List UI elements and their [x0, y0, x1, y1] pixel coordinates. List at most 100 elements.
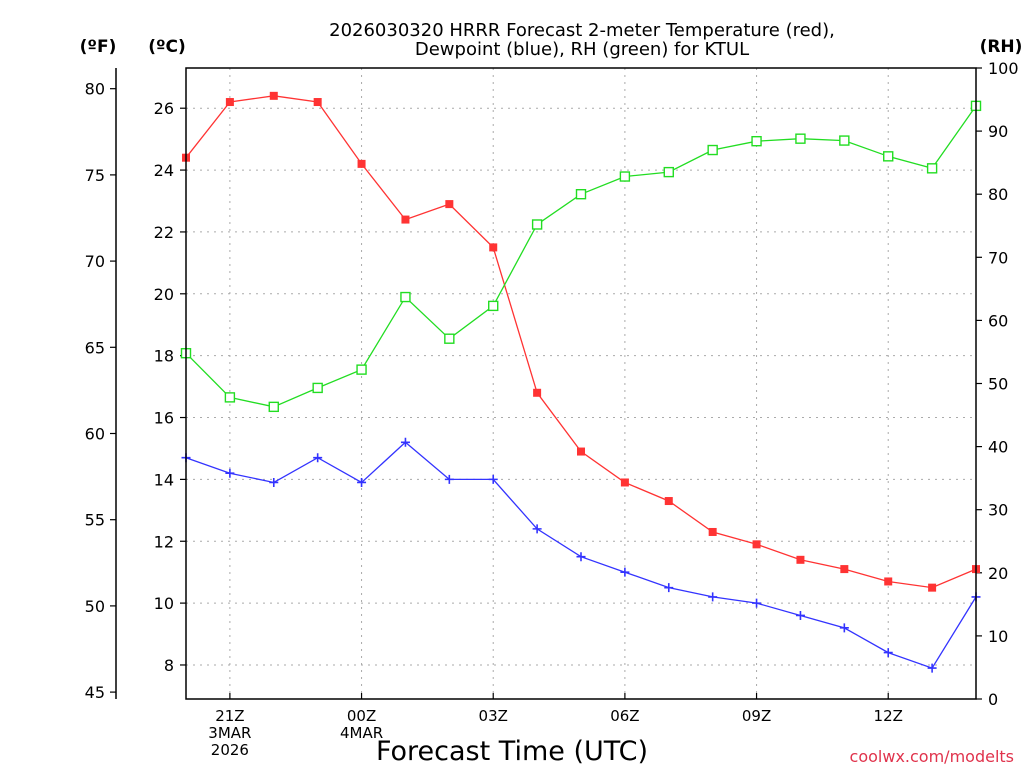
grid-lines — [186, 68, 976, 699]
fahrenheit-tick-label: 55 — [85, 511, 105, 530]
data-point-dewpoint — [752, 598, 762, 608]
fahrenheit-tick-label: 80 — [85, 80, 105, 99]
data-point-rh — [488, 300, 499, 312]
fahrenheit-tick-label: 50 — [85, 597, 105, 616]
data-point-dewpoint — [488, 474, 498, 484]
celsius-tick-label: 16 — [154, 409, 174, 428]
celsius-tick-label: 12 — [154, 532, 174, 551]
time-tick-label: 3MAR — [208, 724, 251, 742]
data-point-dewpoint — [225, 468, 235, 478]
series-line-temperature — [185, 95, 977, 589]
data-point-temperature — [445, 200, 454, 209]
fahrenheit-tick-label: 65 — [85, 338, 105, 357]
celsius-tick-label: 20 — [154, 285, 174, 304]
time-tick-label: 00Z — [347, 707, 376, 725]
data-point-rh — [926, 163, 938, 174]
data-point-temperature — [225, 98, 234, 107]
data-point-rh — [224, 392, 236, 403]
data-point-rh — [312, 382, 323, 394]
data-point-dewpoint — [708, 592, 718, 602]
celsius-tick-label: 8 — [164, 656, 174, 675]
time-tick-label: 12Z — [874, 707, 903, 725]
time-tick-label: 2026 — [211, 741, 249, 759]
data-point-temperature — [664, 497, 673, 506]
data-point-temperature — [577, 447, 585, 456]
data-point-temperature — [796, 555, 805, 564]
time-tick-label: 03Z — [479, 707, 508, 725]
rh-tick-label: 20 — [988, 564, 1008, 583]
data-point-dewpoint — [532, 524, 542, 534]
fahrenheit-axis: 45 50 55 60 65 70 75 80 — [85, 68, 117, 702]
rh-tick-label: 70 — [988, 248, 1008, 267]
data-point-dewpoint — [839, 623, 849, 633]
data-point-temperature — [620, 478, 629, 487]
data-point-temperature — [401, 215, 410, 224]
data-point-dewpoint — [620, 567, 630, 577]
celsius-tick-label: 10 — [154, 594, 174, 613]
data-point-rh — [400, 291, 411, 303]
x-axis-label: Forecast Time (UTC) — [376, 736, 648, 767]
celsius-tick-label: 24 — [154, 161, 174, 180]
data-point-dewpoint — [444, 474, 454, 484]
rh-tick-label: 40 — [988, 438, 1008, 457]
fahrenheit-unit-label: (ºF) — [80, 37, 117, 57]
time-tick-label: 4MAR — [340, 724, 383, 742]
data-point-dewpoint — [313, 453, 323, 463]
data-point-dewpoint — [357, 477, 367, 487]
data-point-rh — [883, 151, 894, 162]
data-point-rh — [839, 135, 850, 146]
data-point-dewpoint — [269, 477, 279, 487]
rh-tick-label: 100 — [988, 59, 1019, 78]
time-tick-label: 21Z — [215, 707, 244, 725]
data-point-rh — [619, 171, 631, 182]
celsius-tick-label: 26 — [154, 99, 174, 118]
data-point-rh — [356, 364, 367, 375]
data-point-temperature — [752, 540, 761, 549]
data-point-temperature — [313, 98, 322, 107]
fahrenheit-tick-label: 45 — [85, 683, 105, 702]
rh-tick-label: 0 — [988, 690, 998, 709]
fahrenheit-tick-label: 75 — [85, 166, 105, 185]
data-point-rh — [575, 188, 587, 200]
data-point-temperature — [840, 565, 849, 574]
celsius-tick-label: 22 — [154, 223, 174, 242]
celsius-axis: 8 10 12 14 16 18 20 22 24 26 — [154, 99, 186, 675]
celsius-unit-label: (ºC) — [148, 37, 186, 57]
data-point-dewpoint — [795, 610, 805, 620]
data-point-temperature — [708, 527, 717, 536]
data-point-dewpoint — [883, 648, 893, 658]
rh-tick-label: 60 — [988, 311, 1008, 330]
data-point-rh — [444, 333, 455, 344]
data-point-rh — [707, 144, 718, 156]
series-line-rh — [185, 105, 977, 408]
data-point-temperature — [357, 159, 366, 168]
time-tick-label: 06Z — [610, 707, 639, 725]
data-point-rh — [268, 401, 279, 413]
celsius-tick-label: 18 — [154, 347, 174, 366]
rh-axis: 0 10 20 30 40 50 60 70 80 90 100 — [976, 59, 1019, 709]
series-layer — [180, 91, 982, 673]
data-point-rh — [751, 135, 762, 147]
data-point-temperature — [928, 583, 937, 592]
data-point-dewpoint — [927, 663, 937, 673]
fahrenheit-tick-label: 60 — [85, 424, 105, 443]
rh-tick-label: 10 — [988, 627, 1008, 646]
data-point-rh — [795, 133, 806, 144]
plot-frame — [185, 67, 977, 700]
fahrenheit-tick-label: 70 — [85, 252, 105, 271]
rh-tick-label: 50 — [988, 375, 1008, 394]
data-point-temperature — [533, 388, 542, 397]
data-point-temperature — [489, 243, 498, 252]
chart-title-line1: 2026030320 HRRR Forecast 2-meter Tempera… — [329, 20, 835, 41]
data-point-temperature — [269, 91, 278, 100]
time-tick-label: 09Z — [742, 707, 771, 725]
data-point-dewpoint — [664, 583, 674, 593]
data-point-dewpoint — [400, 437, 410, 447]
chart-title-line2: Dewpoint (blue), RH (green) for KTUL — [415, 39, 749, 60]
rh-unit-label: (RH) — [980, 37, 1023, 57]
credit-label: coolwx.com/modelts — [850, 747, 1014, 766]
data-point-temperature — [884, 577, 893, 586]
rh-tick-label: 80 — [988, 185, 1008, 204]
